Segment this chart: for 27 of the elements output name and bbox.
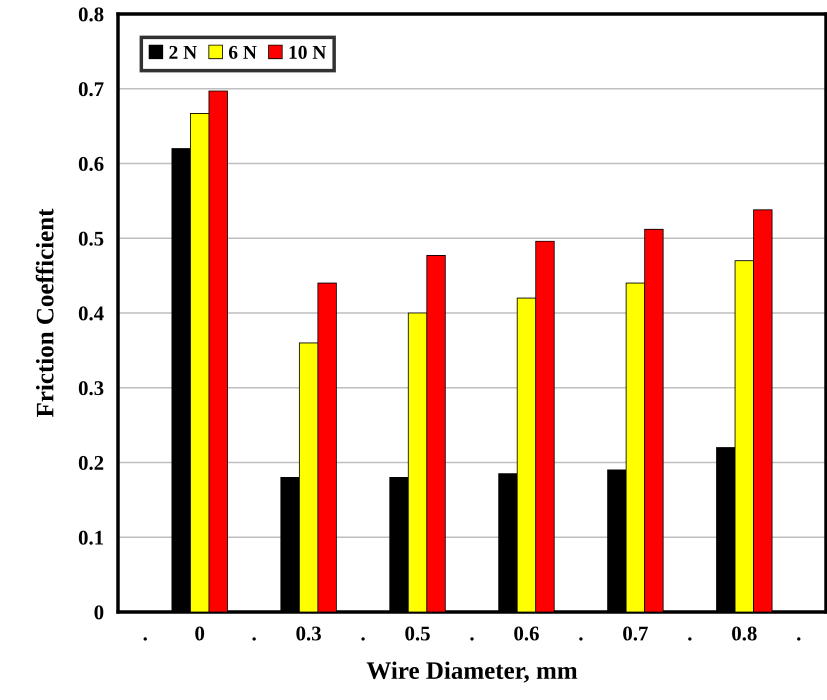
x-tick-label: 0.7	[623, 626, 648, 641]
y-tick-label: 0.3	[78, 381, 104, 396]
x-tick-label: .	[252, 637, 256, 641]
x-tick-label: .	[688, 637, 692, 641]
x-tick-label: .	[797, 637, 800, 641]
x-tick-label: 0	[195, 626, 204, 641]
y-tick-label: 0.5	[78, 232, 104, 246]
y-tick-label: 0.6	[78, 156, 104, 172]
x-tick-label: 0.5	[405, 626, 430, 641]
x-tick-label: 0.8	[732, 626, 757, 641]
y-axis-title: Friction Coefficient	[36, 208, 54, 418]
legend-label: 2 N	[169, 46, 197, 59]
y-tick-label: 0.8	[78, 7, 104, 22]
y-tick-label: 0.2	[78, 456, 104, 470]
legend-label: 6 N	[228, 46, 257, 59]
x-tick-label: .	[361, 637, 365, 641]
y-tick-label: 0.1	[78, 530, 104, 545]
y-tick-label: 0	[94, 605, 104, 620]
x-tick-label: .	[144, 637, 147, 641]
y-tick-label: 0.4	[78, 306, 104, 321]
x-tick-label: 0.6	[514, 626, 539, 641]
x-tick-label: .	[579, 637, 583, 641]
y-tick-label: 0.7	[78, 82, 104, 96]
x-axis-title: Wire Diameter, mm	[366, 661, 578, 683]
legend-label: 10 N	[290, 46, 326, 59]
x-tick-label: 0.3	[296, 626, 321, 641]
x-tick-label: .	[470, 637, 474, 641]
